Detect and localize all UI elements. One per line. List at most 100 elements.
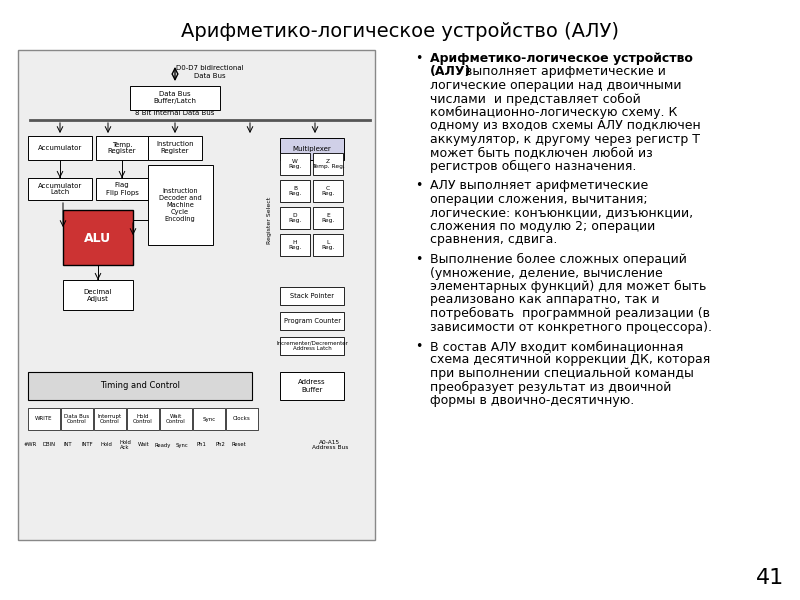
Bar	[280, 287, 344, 305]
Text: Register Select: Register Select	[267, 196, 273, 244]
Text: DBIN: DBIN	[42, 443, 55, 448]
Text: Wait: Wait	[138, 443, 150, 448]
Bar	[313, 234, 343, 256]
Text: Interrupt
Control: Interrupt Control	[98, 413, 122, 424]
Bar	[160, 408, 192, 430]
Text: W
Reg.: W Reg.	[288, 158, 302, 169]
Bar	[28, 178, 92, 200]
Bar	[96, 136, 148, 160]
Text: Z
Temp. Reg.: Z Temp. Reg.	[312, 158, 344, 169]
Text: потребовать  программной реализации (в: потребовать программной реализации (в	[430, 307, 710, 320]
Text: Temp.
Register: Temp. Register	[108, 142, 136, 154]
Text: Accumulator
Latch: Accumulator Latch	[38, 182, 82, 196]
Bar	[130, 86, 220, 110]
Text: формы в двоично-десятичную.: формы в двоично-десятичную.	[430, 394, 634, 407]
Text: H
Reg.: H Reg.	[288, 239, 302, 250]
Bar	[63, 280, 133, 310]
Text: B
Reg.: B Reg.	[288, 185, 302, 196]
Text: #WR: #WR	[23, 443, 37, 448]
Text: В состав АЛУ входит комбинационная: В состав АЛУ входит комбинационная	[430, 340, 683, 353]
Text: (АЛУ): (АЛУ)	[430, 65, 471, 79]
Text: Ready: Ready	[155, 443, 171, 448]
Text: Data Bus
Control: Data Bus Control	[65, 413, 90, 424]
Bar	[28, 136, 92, 160]
Text: Instruction
Register: Instruction Register	[156, 142, 194, 154]
Text: Address
Buffer: Address Buffer	[298, 379, 326, 392]
Text: при выполнении специальной команды: при выполнении специальной команды	[430, 367, 694, 380]
Text: Wait
Control: Wait Control	[166, 413, 186, 424]
Text: ALU: ALU	[85, 232, 111, 245]
Text: Stack Pointer: Stack Pointer	[290, 293, 334, 299]
Text: может быть подключен любой из: может быть подключен любой из	[430, 146, 653, 160]
Bar	[148, 165, 213, 245]
Text: Ph2: Ph2	[215, 443, 225, 448]
Bar	[280, 207, 310, 229]
Text: L
Reg.: L Reg.	[322, 239, 334, 250]
Text: Decimal
Adjust: Decimal Adjust	[84, 289, 112, 301]
Text: схема десятичной коррекции ДК, которая: схема десятичной коррекции ДК, которая	[430, 353, 710, 367]
Text: одному из входов схемы АЛУ подключен: одному из входов схемы АЛУ подключен	[430, 119, 701, 133]
Bar	[18, 50, 375, 540]
Text: логические: конъюнкции, дизъюнкции,: логические: конъюнкции, дизъюнкции,	[430, 206, 693, 220]
Text: 41: 41	[756, 568, 784, 588]
Text: Multiplexer: Multiplexer	[293, 146, 331, 152]
Bar	[96, 178, 148, 200]
Text: АЛУ выполняет арифметические: АЛУ выполняет арифметические	[430, 179, 648, 193]
Text: Ph1: Ph1	[196, 443, 206, 448]
Text: Timing and Control: Timing and Control	[100, 382, 180, 391]
Text: сравнения, сдвига.: сравнения, сдвига.	[430, 233, 558, 247]
Bar	[148, 136, 202, 160]
Text: Арифметико-логическое устройство: Арифметико-логическое устройство	[430, 52, 693, 65]
Text: Hold: Hold	[100, 443, 112, 448]
Bar	[313, 153, 343, 175]
Text: числами  и представляет собой: числами и представляет собой	[430, 92, 641, 106]
Text: A0-A15
Address Bus: A0-A15 Address Bus	[312, 440, 348, 451]
Bar	[280, 138, 344, 160]
Text: •: •	[415, 179, 422, 193]
Text: Accumulator: Accumulator	[38, 145, 82, 151]
Text: Instruction
Decoder and
Machine
Cycle
Encoding: Instruction Decoder and Machine Cycle En…	[158, 188, 202, 222]
Text: Hold
Control: Hold Control	[133, 413, 153, 424]
Text: Выполнение более сложных операций: Выполнение более сложных операций	[430, 253, 687, 266]
Bar	[28, 372, 252, 400]
Text: C
Reg.: C Reg.	[322, 185, 334, 196]
Text: зависимости от конкретного процессора).: зависимости от конкретного процессора).	[430, 320, 712, 334]
Bar	[280, 180, 310, 202]
Text: INT: INT	[64, 443, 72, 448]
Bar	[28, 408, 60, 430]
Text: Hold
Ack: Hold Ack	[119, 440, 131, 451]
Text: E
Reg.: E Reg.	[322, 212, 334, 223]
Bar	[280, 337, 344, 355]
Text: Incrementer/Decrementer
Address Latch: Incrementer/Decrementer Address Latch	[276, 341, 348, 352]
Text: Flag
Flip Flops: Flag Flip Flops	[106, 182, 138, 196]
Bar	[226, 408, 258, 430]
Text: Reset: Reset	[232, 443, 246, 448]
Text: элементарных функций) для может быть: элементарных функций) для может быть	[430, 280, 706, 293]
Bar	[94, 408, 126, 430]
Text: Data Bus
Buffer/Latch: Data Bus Buffer/Latch	[154, 91, 197, 104]
Text: INTF: INTF	[81, 443, 93, 448]
Text: Clocks: Clocks	[233, 416, 251, 421]
Bar	[313, 207, 343, 229]
Bar	[280, 234, 310, 256]
Text: Program Counter: Program Counter	[283, 318, 341, 324]
Text: (умножение, деление, вычисление: (умножение, деление, вычисление	[430, 266, 662, 280]
Bar	[280, 312, 344, 330]
Text: комбинационно-логическую схему. К: комбинационно-логическую схему. К	[430, 106, 678, 119]
Bar	[193, 408, 225, 430]
Bar	[61, 408, 93, 430]
Bar	[63, 210, 133, 265]
Text: выполняет арифметические и: выполняет арифметические и	[461, 65, 666, 79]
Text: реализовано как аппаратно, так и: реализовано как аппаратно, так и	[430, 293, 659, 307]
Text: Арифметико-логическое устройство (АЛУ): Арифметико-логическое устройство (АЛУ)	[181, 22, 619, 41]
Text: D
Reg.: D Reg.	[288, 212, 302, 223]
Text: регистров общего назначения.: регистров общего назначения.	[430, 160, 636, 173]
Text: D0-D7 bidirectional
Data Bus: D0-D7 bidirectional Data Bus	[176, 65, 244, 79]
Bar	[280, 372, 344, 400]
Text: преобразует результат из двоичной: преобразует результат из двоичной	[430, 380, 671, 394]
Bar	[280, 153, 310, 175]
Text: 8 Bit internal Data Bus: 8 Bit internal Data Bus	[135, 110, 214, 116]
Text: •: •	[415, 253, 422, 266]
Text: •: •	[415, 52, 422, 65]
Text: операции сложения, вычитания;: операции сложения, вычитания;	[430, 193, 648, 206]
